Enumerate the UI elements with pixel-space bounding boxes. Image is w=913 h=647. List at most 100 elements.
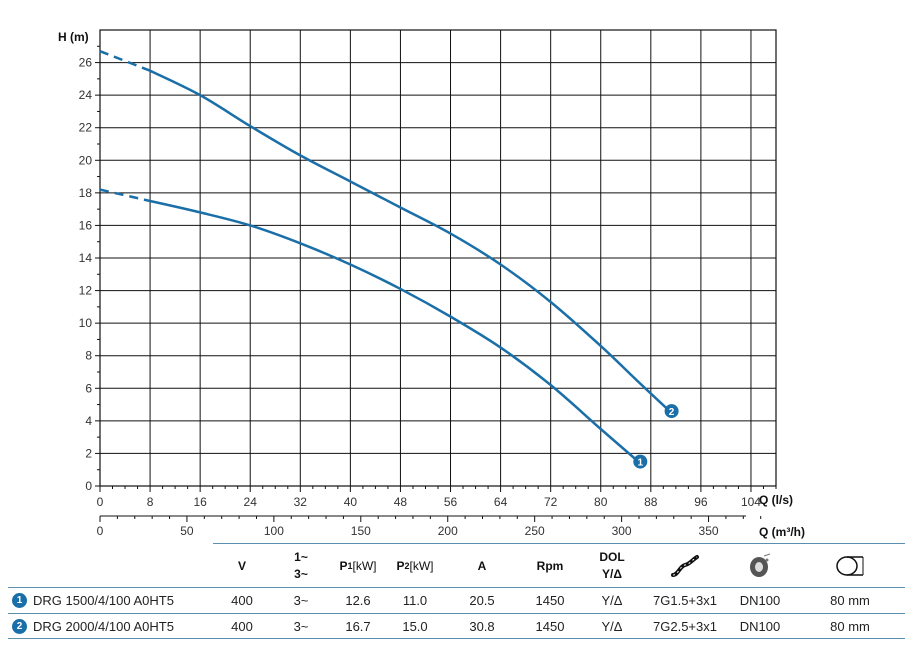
x-tick-label: 8 [147,495,154,509]
p2-cell: 15.0 [402,618,428,634]
x2-tick-label: 100 [264,524,284,538]
x-axis-title: Q (l/s) [759,493,793,507]
y-tick-label: 20 [79,153,93,167]
x-tick-label: 80 [594,495,608,509]
x-tick-label: 104 [741,495,761,509]
minor-ticks [95,45,777,492]
y-tick-label: 6 [85,381,92,395]
cable-icon [665,543,705,589]
header-start: DOL Y/Δ [592,543,632,589]
y-tick-label: 14 [79,251,93,265]
header-start-bottom: Y/Δ [602,567,622,581]
p2-cell: 11.0 [402,592,428,608]
y-tick-label: 18 [79,186,93,200]
header-p2-unit: [kW] [409,559,434,573]
y-tick-label: 12 [79,284,93,298]
performance-curves: 12 [99,50,679,469]
y-tick-label: 24 [79,88,93,102]
current-cell: 30.8 [469,618,495,634]
header-p1-unit: [kW] [352,559,377,573]
flange-cell: DN100 [739,592,781,608]
curve-2 [149,69,671,412]
plot-frame [99,29,777,487]
curve-1-marker [633,454,648,469]
cable-cell: 7G1.5+3x1 [653,592,717,608]
x-tick-label: 96 [694,495,708,509]
x-tick-label: 56 [444,495,458,509]
y-tick-label: 0 [85,479,92,493]
table-row: 2 DRG 2000/4/100 A0HT5 400 3~ 16.7 15.0 … [0,613,913,639]
curve-1 [149,199,640,463]
x-tick-label: 64 [494,495,508,509]
x2-tick-label: 50 [180,524,194,538]
current-cell: 20.5 [469,592,495,608]
x-tick-label: 48 [394,495,408,509]
y-tick-label: 2 [85,446,92,460]
model-name: DRG 2000/4/100 A0HT5 [33,618,174,634]
x2-tick-label: 200 [438,524,458,538]
curve-2-marker [664,404,679,419]
model-cell: 2 DRG 2000/4/100 A0HT5 [12,613,174,639]
model-name: DRG 1500/4/100 A0HT5 [33,592,174,608]
header-p2-subscript: 2 [404,561,410,571]
y-tick-label: 8 [85,349,92,363]
curve-2-marker-label: 2 [669,407,675,418]
header-phase-top: 1~ [294,550,308,564]
header-rpm: Rpm [536,559,564,573]
outlet-cell: 80 mm [830,618,870,634]
curve-number-badge: 1 [12,592,27,608]
x-tick-label: 72 [544,495,558,509]
row-rule [8,613,905,614]
x2-tick-label: 300 [612,524,632,538]
flange-icon [740,543,780,589]
tick-labels: 0 8 16 24 32 40 48 56 64 72 80 88 96 1040246810121416… [79,56,762,509]
flange-cell: DN100 [739,618,781,634]
x-tick-label: 88 [644,495,658,509]
header-start-top: DOL [599,550,625,564]
header-p1-symbol: P [339,559,348,573]
x2-tick-label: 350 [699,524,719,538]
x-tick-label: 32 [294,495,308,509]
pipe-diameter-icon [830,543,870,589]
rpm-cell: 1450 [535,592,565,608]
row-rule [8,587,905,588]
header-p2-symbol: P [396,559,405,573]
x-tick-label: 24 [244,495,258,509]
y-tick-label: 16 [79,218,93,232]
grid [99,29,777,487]
curve-number-badge: 2 [12,618,27,634]
x-tick-label: 40 [344,495,358,509]
phase-cell: 3~ [293,618,309,634]
start-cell: Y/Δ [601,618,623,634]
outlet-cell: 80 mm [830,592,870,608]
header-phase-bottom: 3~ [294,567,308,581]
phase-cell: 3~ [293,592,309,608]
row-rule [8,638,905,639]
y-tick-label: 4 [85,414,92,428]
x-tick-label: 0 [97,495,104,509]
rpm-cell: 1450 [535,618,565,634]
pump-curve-chart: 12 0 8 16 24 32 40 48 56 64 72 80 88 96 1040246810121… [58,29,805,539]
y-tick-label: 10 [79,316,93,330]
x2-tick-label: 150 [351,524,371,538]
p1-cell: 12.6 [345,592,371,608]
y-tick-label: 22 [79,121,93,135]
cable-cell: 7G2.5+3x1 [653,618,717,634]
x2-tick-label: 250 [525,524,545,538]
y-axis-title: H (m) [58,30,89,44]
header-p1-subscript: 1 [347,561,353,571]
curve-2-extrapolated [99,50,151,72]
p1-cell: 16.7 [345,618,371,634]
model-cell: 1 DRG 1500/4/100 A0HT5 [12,587,174,613]
table-row: 1 DRG 1500/4/100 A0HT5 400 3~ 12.6 11.0 … [0,587,913,613]
header-voltage: V [237,559,246,573]
y-tick-label: 26 [79,56,93,70]
x-tick-label: 16 [193,495,207,509]
voltage-cell: 400 [231,618,253,634]
table-top-rule [213,543,905,544]
x2-axis: 0 50 100 150 200 250 300 350 [97,516,762,538]
curve-1-extrapolated [99,188,151,203]
voltage-cell: 400 [231,592,253,608]
